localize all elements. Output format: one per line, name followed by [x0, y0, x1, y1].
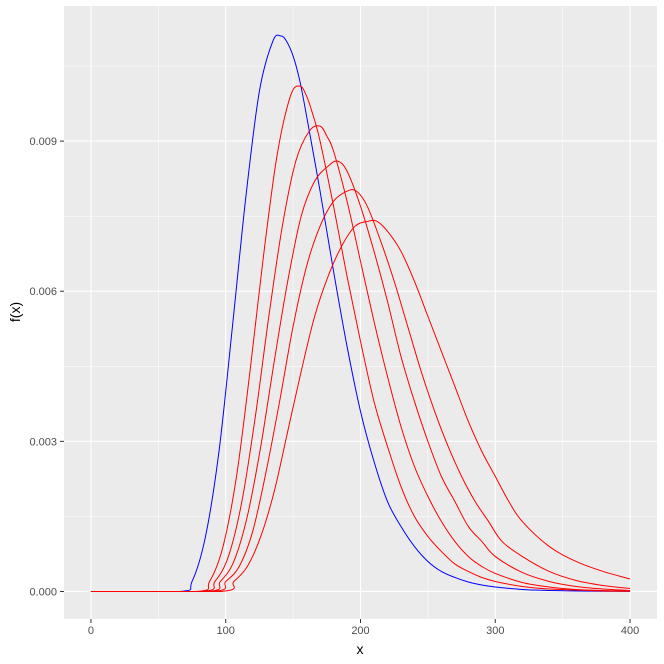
y-tick-label: 0.009	[29, 136, 57, 148]
y-tick-label: 0.006	[29, 286, 57, 298]
series-line-4	[90, 160, 631, 592]
series-line-5	[90, 189, 631, 592]
y-tick-label: 0.000	[29, 586, 57, 598]
axis-ticks: 0 100 200 300 400 0.000 0.003 0.006 0.009	[29, 136, 639, 637]
x-axis-title: x	[357, 641, 364, 657]
series-line-3	[90, 125, 631, 592]
grid-lines	[64, 6, 657, 619]
series-line-1	[90, 34, 631, 592]
x-tick-label: 200	[351, 625, 369, 637]
series-lines	[90, 34, 631, 592]
y-axis-title: f(x)	[7, 302, 23, 322]
x-tick-label: 100	[217, 625, 235, 637]
x-tick-label: 300	[486, 625, 504, 637]
series-line-2	[90, 85, 631, 592]
x-tick-label: 400	[621, 625, 639, 637]
x-tick-label: 0	[88, 625, 94, 637]
y-tick-label: 0.003	[29, 436, 57, 448]
series-line-6	[90, 219, 631, 592]
